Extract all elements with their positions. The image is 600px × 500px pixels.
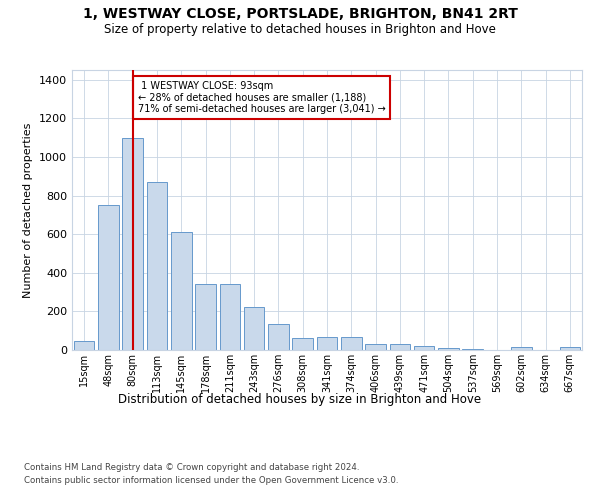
Bar	[195, 284, 216, 350]
Text: 1, WESTWAY CLOSE, PORTSLADE, BRIGHTON, BN41 2RT: 1, WESTWAY CLOSE, PORTSLADE, BRIGHTON, B…	[83, 8, 517, 22]
Bar	[317, 338, 337, 350]
Bar	[146, 182, 167, 350]
Bar	[414, 346, 434, 350]
Text: 1 WESTWAY CLOSE: 93sqm
← 28% of detached houses are smaller (1,188)
71% of semi-: 1 WESTWAY CLOSE: 93sqm ← 28% of detached…	[137, 80, 385, 114]
Bar	[244, 306, 265, 350]
Bar	[122, 138, 143, 350]
Bar	[171, 232, 191, 350]
Text: Contains public sector information licensed under the Open Government Licence v3: Contains public sector information licen…	[24, 476, 398, 485]
Text: Distribution of detached houses by size in Brighton and Hove: Distribution of detached houses by size …	[118, 392, 482, 406]
Text: Contains HM Land Registry data © Crown copyright and database right 2024.: Contains HM Land Registry data © Crown c…	[24, 462, 359, 471]
Bar	[98, 205, 119, 350]
Bar	[292, 338, 313, 350]
Bar	[389, 344, 410, 350]
Bar	[511, 347, 532, 350]
Bar	[220, 284, 240, 350]
Bar	[268, 324, 289, 350]
Bar	[341, 338, 362, 350]
Bar	[560, 347, 580, 350]
Bar	[438, 348, 459, 350]
Y-axis label: Number of detached properties: Number of detached properties	[23, 122, 34, 298]
Bar	[463, 349, 483, 350]
Bar	[74, 342, 94, 350]
Bar	[365, 344, 386, 350]
Text: Size of property relative to detached houses in Brighton and Hove: Size of property relative to detached ho…	[104, 22, 496, 36]
